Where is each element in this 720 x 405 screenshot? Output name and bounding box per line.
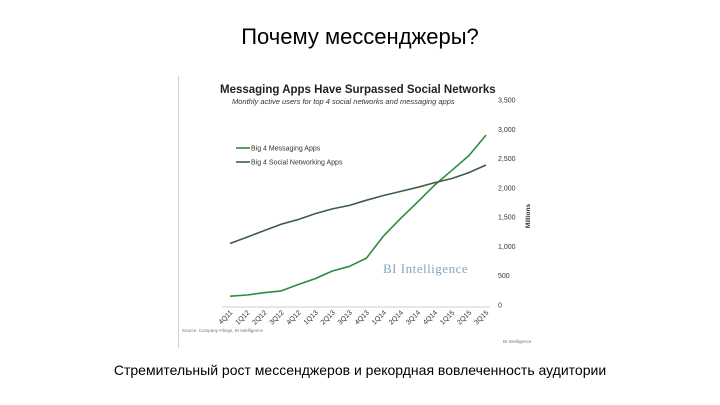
y-tick-label: 3,500: [498, 98, 516, 105]
x-tick-label: 4Q13: [354, 309, 371, 326]
legend-label: Big 4 Social Networking Apps: [251, 160, 343, 167]
x-tick-label: 2Q12: [251, 309, 268, 326]
y-tick-label: 2,000: [498, 185, 516, 192]
footer-credit: BI Intelligence: [503, 339, 532, 344]
x-tick-label: 4Q11: [218, 309, 235, 326]
social-series-line: [229, 164, 487, 245]
watermark-text: BI Intelligence: [383, 261, 468, 276]
x-tick-label: 3Q13: [337, 309, 354, 326]
x-tick-label: 3Q15: [473, 309, 490, 326]
slide-title: Почему мессенджеры?: [241, 24, 479, 49]
x-tick-label: 1Q14: [371, 309, 388, 326]
messaging-series-line: [229, 134, 487, 297]
y-tick-label: 0: [498, 303, 502, 310]
x-tick-label: 1Q15: [439, 309, 456, 326]
line-chart: Messaging Apps Have Surpassed Social Net…: [182, 84, 532, 344]
x-tick-label: 3Q14: [405, 309, 422, 326]
chart-container: Messaging Apps Have Surpassed Social Net…: [178, 76, 540, 348]
legend-label: Big 4 Messaging Apps: [251, 146, 321, 153]
y-tick-label: 1,500: [498, 215, 516, 222]
x-tick-label: 2Q15: [456, 309, 473, 326]
x-tick-label: 4Q12: [286, 309, 303, 326]
x-tick-label: 1Q13: [303, 309, 320, 326]
slide-caption: Стремительный рост мессенджеров и рекорд…: [113, 362, 607, 378]
y-tick-label: 500: [498, 273, 510, 280]
chart-frame-line: [178, 76, 179, 348]
y-axis-label: Millions: [525, 204, 532, 229]
y-tick-label: 3,000: [498, 127, 516, 134]
source-note: Source: Company Filings, BI Intelligence: [182, 328, 264, 333]
chart-title: Messaging Apps Have Surpassed Social Net…: [220, 84, 496, 96]
x-tick-label: 2Q14: [388, 309, 405, 326]
x-tick-label: 1Q12: [234, 309, 251, 326]
x-tick-label: 2Q13: [320, 309, 337, 326]
chart-subtitle: Monthly active users for top 4 social ne…: [232, 97, 455, 106]
x-tick-label: 3Q12: [269, 309, 286, 326]
y-tick-label: 1,000: [498, 244, 516, 251]
y-tick-label: 2,500: [498, 156, 516, 163]
x-tick-label: 4Q14: [422, 309, 439, 326]
